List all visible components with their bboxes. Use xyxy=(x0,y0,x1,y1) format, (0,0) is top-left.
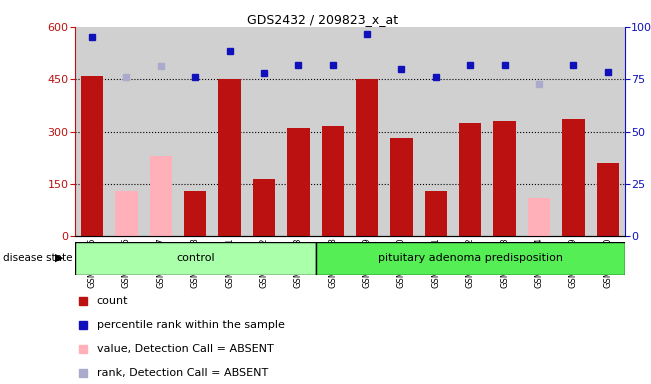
Text: disease state: disease state xyxy=(3,253,73,263)
Bar xyxy=(81,76,104,236)
Text: percentile rank within the sample: percentile rank within the sample xyxy=(97,320,284,331)
Bar xyxy=(493,121,516,236)
Bar xyxy=(562,119,585,236)
Bar xyxy=(218,79,241,236)
Bar xyxy=(287,128,309,236)
Bar xyxy=(528,198,550,236)
Bar xyxy=(459,123,482,236)
Text: value, Detection Call = ABSENT: value, Detection Call = ABSENT xyxy=(97,344,273,354)
Bar xyxy=(391,139,413,236)
Bar xyxy=(596,163,619,236)
Bar xyxy=(115,191,137,236)
FancyBboxPatch shape xyxy=(75,242,316,275)
Bar xyxy=(184,191,206,236)
Text: control: control xyxy=(176,253,215,263)
Title: GDS2432 / 209823_x_at: GDS2432 / 209823_x_at xyxy=(247,13,398,26)
Bar xyxy=(322,126,344,236)
Text: pituitary adenoma predisposition: pituitary adenoma predisposition xyxy=(378,253,562,263)
Bar xyxy=(253,179,275,236)
FancyBboxPatch shape xyxy=(316,242,625,275)
Text: rank, Detection Call = ABSENT: rank, Detection Call = ABSENT xyxy=(97,368,268,379)
Bar xyxy=(150,156,172,236)
Bar xyxy=(424,191,447,236)
Text: ▶: ▶ xyxy=(55,253,64,263)
Bar xyxy=(356,79,378,236)
Text: count: count xyxy=(97,296,128,306)
